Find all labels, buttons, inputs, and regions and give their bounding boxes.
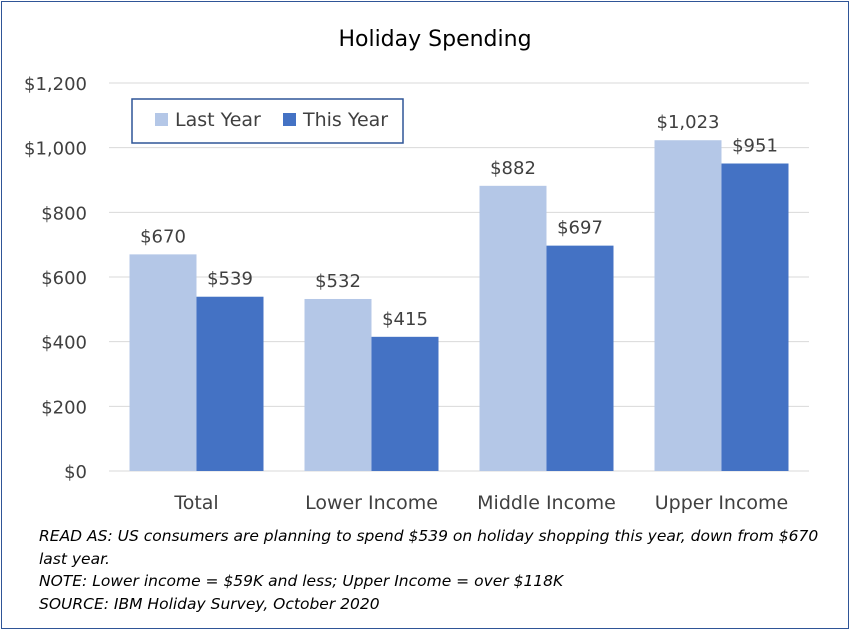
y-tick-label: $200 — [41, 397, 87, 418]
y-axis-tick-labels: $0 $200 $400 $600 $800 $1,000 $1,200 — [24, 74, 87, 483]
bar-last-year — [654, 140, 722, 472]
data-label: $882 — [490, 158, 536, 179]
bar-this-year — [546, 245, 614, 471]
definition-note: NOTE: Lower income = $59K and less; Uppe… — [39, 572, 564, 590]
legend-label: This Year — [302, 109, 388, 131]
bar-last-year — [479, 185, 547, 471]
bar-this-year — [721, 163, 789, 471]
data-labels: $670 $539 $532 $415 $882 $697 $1,023 $951 — [140, 112, 778, 330]
bars — [129, 140, 789, 472]
x-axis-tick-labels: Total Lower Income Middle Income Upper Inco… — [173, 492, 788, 514]
y-tick-label: $1,000 — [24, 139, 87, 160]
y-tick-label: $0 — [64, 462, 87, 483]
chart-notes: READ AS: US consumers are planning to sp… — [39, 525, 829, 615]
x-tick-label: Upper Income — [655, 492, 788, 514]
data-label: $951 — [732, 136, 778, 157]
data-label: $415 — [382, 309, 428, 330]
data-label: $532 — [315, 271, 361, 292]
bar-this-year — [371, 336, 439, 471]
legend-swatch — [283, 113, 296, 126]
data-label: $1,023 — [657, 112, 720, 133]
bar-this-year — [196, 296, 264, 471]
read-as-note: READ AS: US consumers are planning to sp… — [39, 527, 819, 568]
legend: Last Year This Year — [131, 98, 404, 144]
y-tick-label: $800 — [41, 203, 87, 224]
legend-swatch — [155, 113, 168, 126]
data-label: $670 — [140, 226, 186, 247]
x-tick-label: Middle Income — [477, 492, 616, 514]
source-note: SOURCE: IBM Holiday Survey, October 2020 — [39, 594, 380, 613]
legend-label: Last Year — [175, 109, 261, 131]
bar-chart: Holiday Spending $0 $200 $400 $600 $800 $1,00… — [24, 27, 809, 514]
chart-title: Holiday Spending — [338, 27, 531, 52]
bar-last-year — [129, 254, 197, 471]
legend-box — [131, 98, 404, 144]
data-label: $539 — [207, 269, 253, 290]
y-tick-label: $600 — [41, 268, 87, 289]
y-tick-label: $400 — [41, 333, 87, 354]
bar-last-year — [304, 298, 372, 471]
y-tick-label: $1,200 — [24, 74, 87, 95]
data-label: $697 — [557, 218, 603, 239]
x-tick-label: Lower Income — [305, 492, 438, 514]
x-tick-label: Total — [173, 492, 218, 514]
